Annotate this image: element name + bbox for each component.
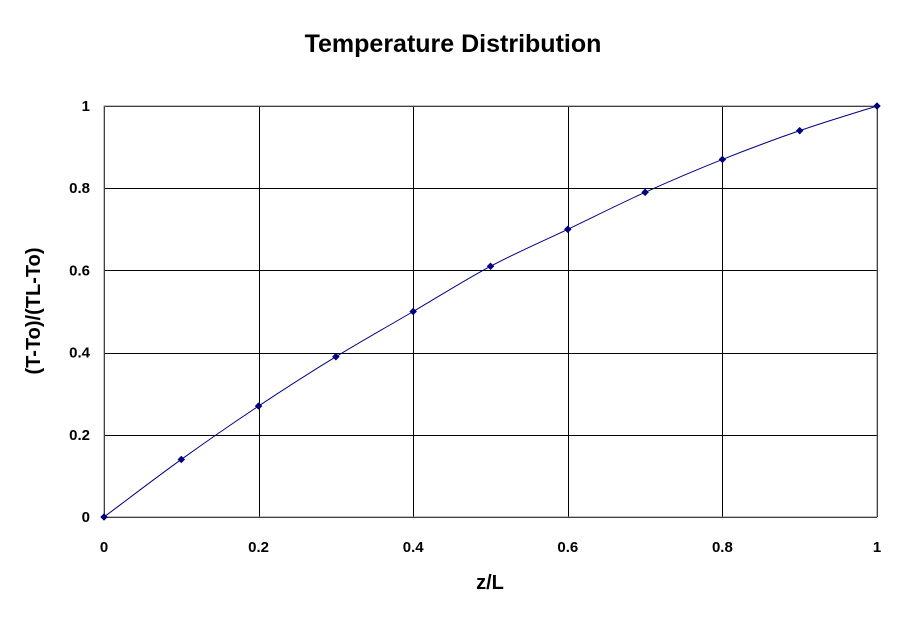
data-point-marker [641, 188, 649, 197]
plot-area-border [103, 105, 878, 518]
series [100, 102, 881, 521]
data-point-marker [486, 262, 495, 271]
data-point-marker [409, 307, 418, 316]
x-axis-ticks: 0 0.2 0.4 0.6 0.8 1 [100, 539, 881, 556]
y-tick-label: 0.2 [69, 427, 90, 444]
y-tick-label: 0.8 [69, 180, 90, 197]
data-point-marker [254, 402, 263, 410]
y-tick-label: 0.4 [69, 345, 91, 362]
y-axis-label: (T-To)/(TL-To) [23, 248, 45, 375]
x-tick-label: 0.6 [557, 539, 578, 556]
data-point-marker [177, 455, 186, 464]
data-point-marker [873, 102, 881, 110]
x-tick-label: 0.4 [403, 539, 425, 556]
data-point-marker [563, 225, 572, 234]
x-tick-label: 0.8 [712, 539, 733, 556]
y-tick-label: 0 [82, 509, 90, 526]
x-axis-label: z/L [476, 572, 504, 594]
x-tick-label: 0.2 [248, 539, 269, 556]
y-tick-label: 1 [82, 98, 90, 115]
data-point-marker [100, 513, 108, 521]
data-point-marker [718, 155, 727, 164]
x-tick-label: 1 [873, 539, 881, 556]
chart-title: Temperature Distribution [305, 30, 602, 58]
x-tick-label: 0 [100, 539, 108, 556]
y-tick-label: 0.6 [69, 262, 90, 279]
y-axis-ticks: 0 0.2 0.4 0.6 0.8 1 [69, 98, 91, 526]
data-point-marker [332, 352, 340, 361]
data-point-marker [795, 126, 804, 135]
